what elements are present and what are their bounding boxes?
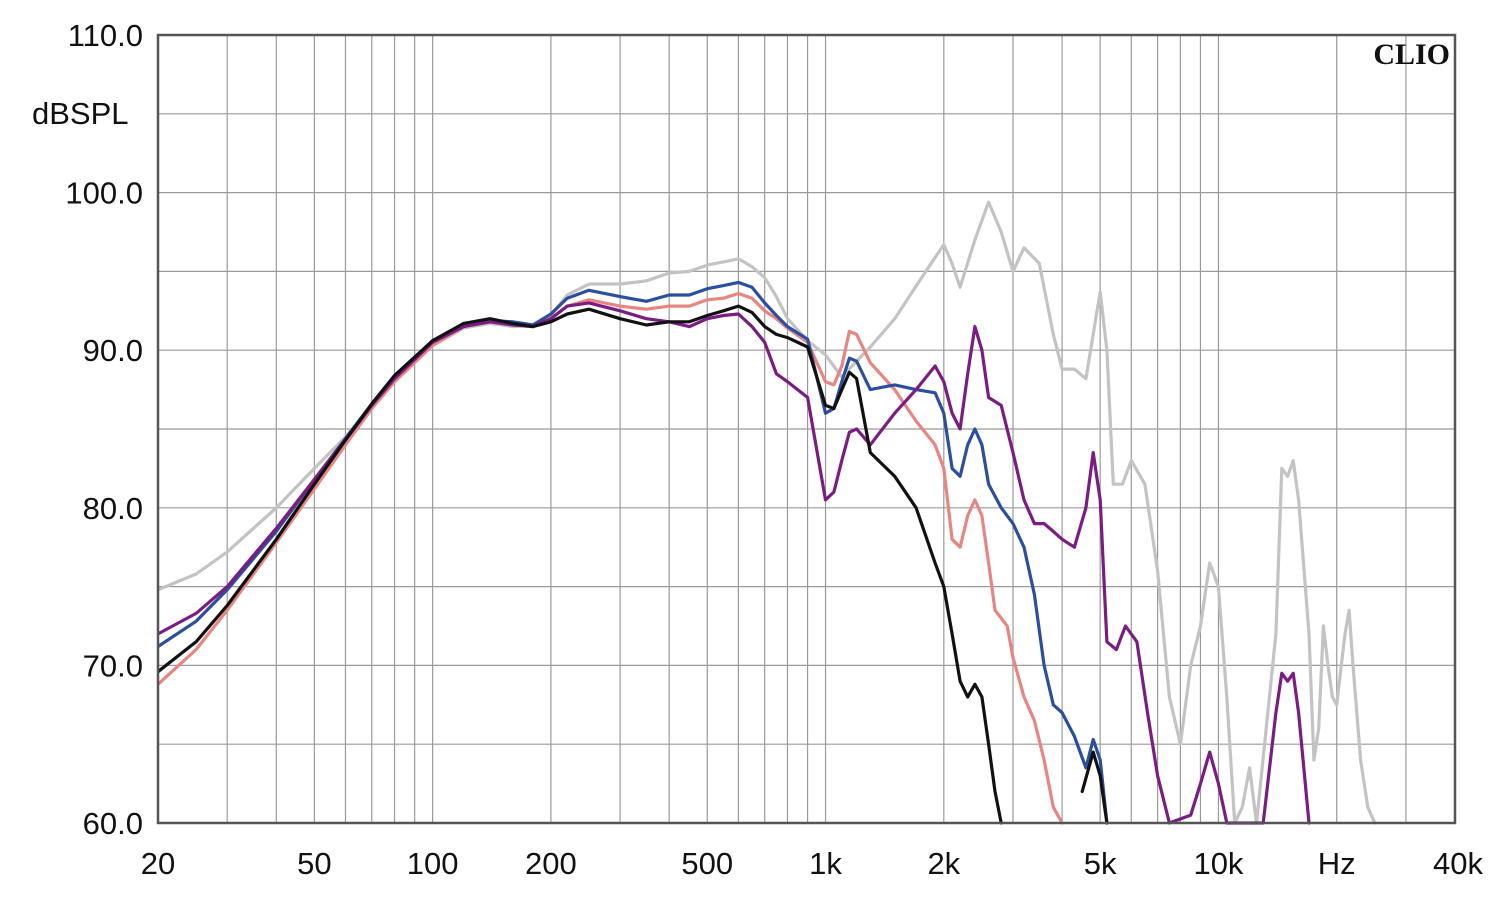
y-tick-label: 110.0 bbox=[68, 18, 143, 53]
y-tick-label: 100.0 bbox=[65, 176, 143, 211]
x-tick-label: Hz bbox=[1318, 846, 1356, 881]
series-line-3 bbox=[158, 280, 1109, 825]
y-tick-label: 80.0 bbox=[83, 491, 143, 526]
series-line-6 bbox=[1080, 750, 1109, 825]
x-tick-label: 5k bbox=[1084, 846, 1117, 881]
x-tick-label: 20 bbox=[141, 846, 175, 881]
x-tick-label: 50 bbox=[297, 846, 331, 881]
grid bbox=[158, 35, 1455, 823]
y-tick-label: 70.0 bbox=[83, 648, 143, 683]
x-tick-label: 200 bbox=[525, 846, 577, 881]
x-tick-label: 40k bbox=[1433, 846, 1483, 881]
y-tick-labels: 110.0 100.0 90.0 80.0 70.0 60.0 bbox=[65, 18, 143, 841]
series-layer bbox=[158, 200, 1377, 825]
x-tick-label: 500 bbox=[681, 846, 733, 881]
series-line-4 bbox=[158, 301, 1311, 825]
x-tick-label: 100 bbox=[407, 846, 459, 881]
y-tick-label: 60.0 bbox=[83, 806, 143, 841]
brand-logo: CLIO bbox=[1373, 38, 1450, 71]
series-line-5 bbox=[158, 304, 1003, 825]
x-tick-label: 1k bbox=[809, 846, 842, 881]
y-tick-label: 90.0 bbox=[83, 333, 143, 368]
plot-frame bbox=[156, 33, 1457, 825]
y-axis-label: dBSPL bbox=[32, 96, 129, 131]
series-line-1 bbox=[158, 200, 1377, 825]
x-tick-label: 2k bbox=[927, 846, 960, 881]
x-tick-label: 10k bbox=[1193, 846, 1243, 881]
series-line-2 bbox=[158, 291, 1064, 825]
x-tick-labels: 20 50 100 200 500 1k 2k 5k 10k Hz 40k bbox=[141, 846, 1484, 881]
